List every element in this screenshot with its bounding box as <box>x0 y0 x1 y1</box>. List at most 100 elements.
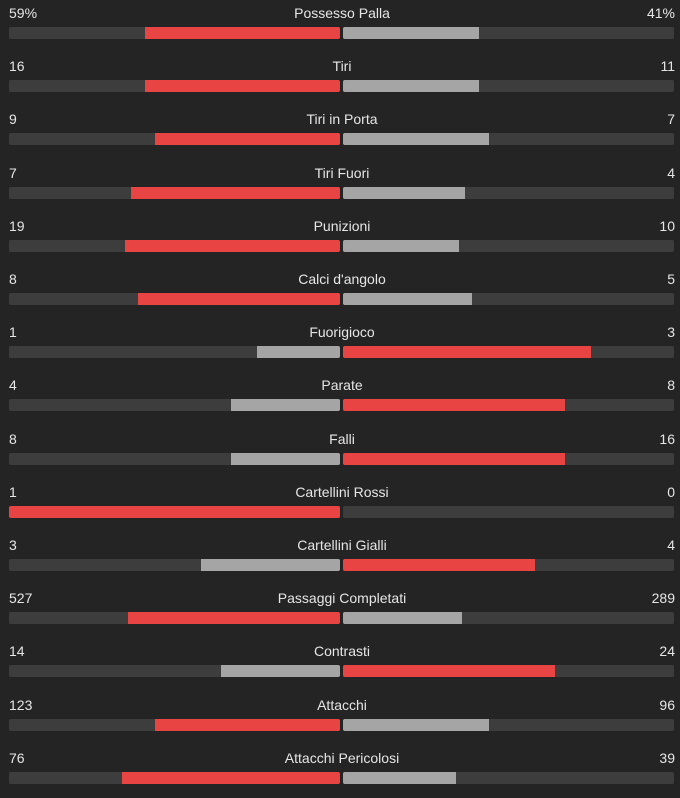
home-value: 7 <box>9 164 17 181</box>
home-value: 1 <box>9 324 17 341</box>
home-bar-track <box>9 133 340 146</box>
stat-header: 8 Falli 16 <box>9 430 675 448</box>
stat-row-corners: 8 Calci d'angolo 5 <box>0 266 680 319</box>
away-value: 3 <box>667 324 675 341</box>
stat-label: Tiri Fuori <box>314 164 370 181</box>
home-bar-track <box>9 399 340 412</box>
home-value: 8 <box>9 430 17 447</box>
home-value: 19 <box>9 217 25 234</box>
away-bar-track <box>343 80 674 93</box>
home-bar-track <box>9 293 340 305</box>
stat-row-attacks: 123 Attacchi 96 <box>0 692 680 745</box>
home-value: 1 <box>9 483 17 500</box>
stat-header: 14 Contrasti 24 <box>9 642 675 660</box>
home-bar-track <box>9 665 340 678</box>
away-value: 4 <box>667 537 675 553</box>
home-bar-fill <box>221 665 340 678</box>
stat-row-tackles: 14 Contrasti 24 <box>0 638 680 691</box>
away-bar-track <box>343 133 674 146</box>
away-bar-fill <box>343 293 472 305</box>
away-bar-fill <box>343 771 456 784</box>
away-bar-track <box>343 27 674 39</box>
away-bar-track <box>343 771 674 784</box>
home-value: 59% <box>9 5 38 21</box>
stat-label: Possesso Palla <box>294 5 390 21</box>
home-value: 4 <box>9 377 17 394</box>
stat-row-yellow-cards: 3 Cartellini Gialli 4 <box>0 532 680 585</box>
away-value: 4 <box>667 164 675 181</box>
away-bar-track <box>343 505 674 518</box>
away-bar-fill <box>343 239 459 252</box>
stat-row-shots: 16 Tiri 11 <box>0 53 680 106</box>
away-value: 24 <box>659 643 675 660</box>
away-bar-fill <box>343 399 565 412</box>
stat-header: 19 Punizioni 10 <box>9 217 675 235</box>
away-value: 10 <box>659 217 675 234</box>
away-value: 5 <box>667 271 675 287</box>
stat-header: 59% Possesso Palla 41% <box>9 4 675 22</box>
home-bar-track <box>9 80 340 93</box>
away-value: 289 <box>651 590 675 607</box>
away-value: 7 <box>667 111 675 128</box>
home-bar-track <box>9 186 340 199</box>
stat-row-possession: 59% Possesso Palla 41% <box>0 0 680 53</box>
stat-header: 7 Tiri Fuori 4 <box>9 164 675 182</box>
stat-label: Parate <box>321 377 363 394</box>
stat-row-saves: 4 Parate 8 <box>0 372 680 425</box>
home-bar-fill <box>145 80 340 93</box>
away-bar-track <box>343 612 674 625</box>
stat-header: 123 Attacchi 96 <box>9 696 675 714</box>
away-bar-fill <box>343 27 479 39</box>
stat-header: 16 Tiri 11 <box>9 57 675 75</box>
home-bar-track <box>9 559 340 571</box>
away-bar-track <box>343 293 674 305</box>
stat-label: Passaggi Completati <box>277 590 407 607</box>
away-value: 96 <box>659 696 675 713</box>
away-bar-track <box>343 665 674 678</box>
stat-label: Attacchi Pericolosi <box>284 749 400 766</box>
home-value: 14 <box>9 643 25 660</box>
home-bar-fill <box>131 186 340 199</box>
away-bar-track <box>343 399 674 412</box>
stat-row-dangerous-attacks: 76 Attacchi Pericolosi 39 <box>0 745 680 798</box>
stat-header: 1 Cartellini Rossi 0 <box>9 483 675 501</box>
stat-header: 9 Tiri in Porta 7 <box>9 110 675 128</box>
stat-label: Cartellini Gialli <box>297 537 387 553</box>
home-bar-track <box>9 505 340 518</box>
home-value: 3 <box>9 537 17 553</box>
home-bar-fill <box>201 559 340 571</box>
home-value: 9 <box>9 111 17 128</box>
stat-row-offsides: 1 Fuorigioco 3 <box>0 319 680 372</box>
away-value: 16 <box>659 430 675 447</box>
home-bar-track <box>9 239 340 252</box>
home-bar-fill <box>155 718 340 731</box>
home-bar-track <box>9 718 340 731</box>
away-bar-fill <box>343 559 535 571</box>
away-bar-fill <box>343 612 462 625</box>
stat-row-shots-on-target: 9 Tiri in Porta 7 <box>0 106 680 159</box>
away-bar-track <box>343 452 674 465</box>
stat-label: Cartellini Rossi <box>295 483 389 500</box>
home-bar-track <box>9 771 340 784</box>
stat-row-red-cards: 1 Cartellini Rossi 0 <box>0 479 680 532</box>
home-bar-fill <box>9 505 340 518</box>
away-bar-fill <box>343 665 555 678</box>
home-value: 16 <box>9 58 25 75</box>
home-bar-fill <box>155 133 340 146</box>
away-bar-fill <box>343 80 479 93</box>
away-bar-fill <box>343 186 465 199</box>
stat-header: 4 Parate 8 <box>9 376 675 394</box>
away-value: 0 <box>667 483 675 500</box>
home-bar-fill <box>257 346 340 359</box>
away-bar-track <box>343 239 674 252</box>
home-bar-fill <box>231 399 340 412</box>
stat-header: 3 Cartellini Gialli 4 <box>9 536 675 554</box>
home-bar-fill <box>125 239 340 252</box>
away-value: 41% <box>646 5 675 21</box>
home-bar-fill <box>122 771 340 784</box>
stat-header: 527 Passaggi Completati 289 <box>9 589 675 607</box>
away-bar-fill <box>343 452 565 465</box>
home-value: 76 <box>9 749 25 766</box>
stat-header: 76 Attacchi Pericolosi 39 <box>9 749 675 767</box>
